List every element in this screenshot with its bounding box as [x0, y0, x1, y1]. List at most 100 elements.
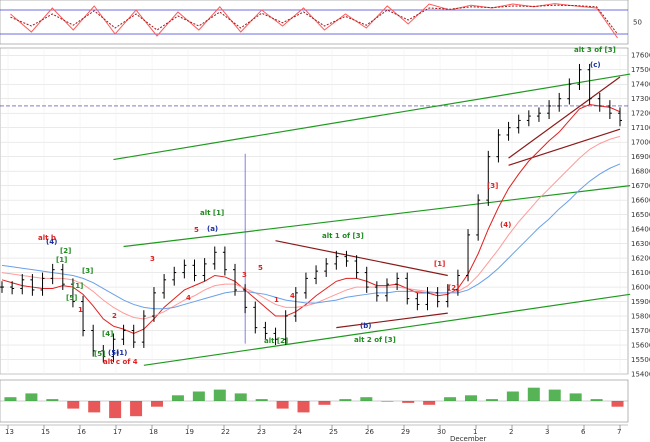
- date-tick-13: 13: [5, 428, 14, 436]
- price-bar-19: [192, 259, 197, 282]
- moving-average-1: [1, 103, 621, 334]
- price-bar-23: [233, 263, 238, 296]
- price-bar-40: [405, 272, 410, 305]
- price-bar-51: [516, 114, 521, 134]
- wave-label-14: (5): [108, 349, 119, 357]
- price-bar-41: [415, 292, 420, 311]
- wave-label-21: 3: [242, 271, 247, 279]
- osc-bar-27: [569, 393, 582, 401]
- price-tick-16200: 16200: [631, 255, 650, 263]
- wave-label-18: (a): [207, 225, 218, 233]
- wave-label-32: alt 3 of [3]: [574, 46, 616, 54]
- wave-label-2: [2]: [60, 247, 71, 255]
- date-tick-3: 3: [545, 428, 549, 436]
- wave-label-3: [1]: [56, 256, 67, 264]
- price-bar-9: [91, 324, 96, 357]
- price-bar-0: [0, 281, 4, 293]
- channel-lower-line: [143, 293, 631, 366]
- price-tick-15800: 15800: [631, 313, 650, 321]
- price-tick-17300: 17300: [631, 95, 650, 103]
- wave-label-28: [2]: [448, 284, 459, 292]
- wave-label-16: alt c of 4: [103, 358, 138, 366]
- price-bar-49: [496, 129, 501, 163]
- price-bar-32: [324, 258, 329, 277]
- price-tick-16400: 16400: [631, 226, 650, 234]
- osc-bar-6: [130, 401, 143, 417]
- wedge-lower-line: [336, 312, 448, 329]
- channel-upper-line: [113, 73, 631, 161]
- price-bar-38: [384, 278, 389, 302]
- wave-label-0: alt b: [38, 234, 56, 242]
- price-bar-5: [50, 263, 55, 285]
- price-bar-21: [212, 246, 217, 270]
- wave-label-13: [5]: [94, 350, 105, 358]
- price-bar-11: [111, 333, 116, 363]
- osc-bar-10: [213, 389, 226, 401]
- price-bar-2: [20, 274, 25, 295]
- price-tick-16700: 16700: [631, 182, 650, 190]
- date-tick-22: 22: [221, 428, 230, 436]
- price-tick-16300: 16300: [631, 240, 650, 248]
- price-bar-31: [314, 265, 319, 285]
- wave-label-11: 4: [186, 294, 191, 302]
- wave-label-5: [1]: [72, 282, 83, 290]
- osc-bar-3: [67, 401, 80, 409]
- osc-bar-7: [151, 401, 163, 407]
- channel-middle-line: [123, 185, 631, 248]
- moving-average-3: [1, 163, 621, 310]
- month-label: December: [450, 435, 486, 442]
- price-bar-52: [526, 110, 531, 127]
- price-tick-17000: 17000: [631, 139, 650, 147]
- price-bar-46: [466, 229, 471, 282]
- moving-average-2: [1, 135, 621, 320]
- price-bar-4: [40, 272, 45, 296]
- stoch-series-1: [10, 4, 618, 35]
- price-tick-17400: 17400: [631, 81, 650, 89]
- price-bar-47: [476, 194, 481, 241]
- price-tick-17100: 17100: [631, 124, 650, 132]
- osc-bar-17: [360, 397, 373, 401]
- price-bar-12: [121, 324, 126, 346]
- price-tick-17500: 17500: [631, 66, 650, 74]
- wave-label-17: alt [1]: [200, 209, 224, 217]
- date-tick-29: 29: [401, 428, 410, 436]
- price-bar-15: [151, 287, 156, 322]
- date-tick-17: 17: [113, 428, 122, 436]
- wave-label-23: alt [2]: [264, 337, 288, 345]
- date-tick-15: 15: [41, 428, 50, 436]
- osc-bar-20: [423, 401, 436, 405]
- price-tick-16800: 16800: [631, 168, 650, 176]
- price-bar-6: [60, 263, 65, 290]
- osc-bar-14: [297, 401, 310, 413]
- price-bar-36: [364, 266, 369, 293]
- osc-bar-24: [506, 391, 519, 401]
- price-bar-1: [10, 281, 15, 295]
- price-bar-28: [283, 310, 288, 346]
- price-tick-15400: 15400: [631, 371, 650, 379]
- wave-label-1: (4): [46, 238, 57, 246]
- wave-label-30: (4): [500, 221, 511, 229]
- price-tick-15900: 15900: [631, 298, 650, 306]
- oscillator-panel: [0, 379, 629, 423]
- wave-label-31: (c): [590, 61, 601, 69]
- wave-label-12: 5: [194, 226, 199, 234]
- price-bar-10: [101, 345, 106, 363]
- price-bar-45: [455, 269, 460, 296]
- wave-label-29: [3]: [487, 182, 498, 190]
- wave-label-26: alt 2 of [3]: [354, 336, 396, 344]
- wave-label-10: 3: [150, 255, 155, 263]
- date-tick-16: 16: [77, 428, 86, 436]
- wave-label-25: (b): [360, 322, 371, 330]
- osc-bar-19: [402, 401, 415, 403]
- price-bar-13: [131, 324, 136, 348]
- rising-wedge-lower-line: [508, 128, 621, 166]
- stoch-tick-50: 50: [633, 19, 642, 27]
- wave-label-9: 2: [112, 312, 117, 320]
- osc-bar-21: [444, 397, 457, 401]
- osc-bar-28: [590, 399, 603, 401]
- price-bar-16: [162, 274, 167, 299]
- price-bar-56: [567, 78, 572, 105]
- osc-bar-22: [465, 395, 477, 401]
- price-bar-37: [374, 281, 379, 302]
- price-bar-29: [293, 287, 298, 322]
